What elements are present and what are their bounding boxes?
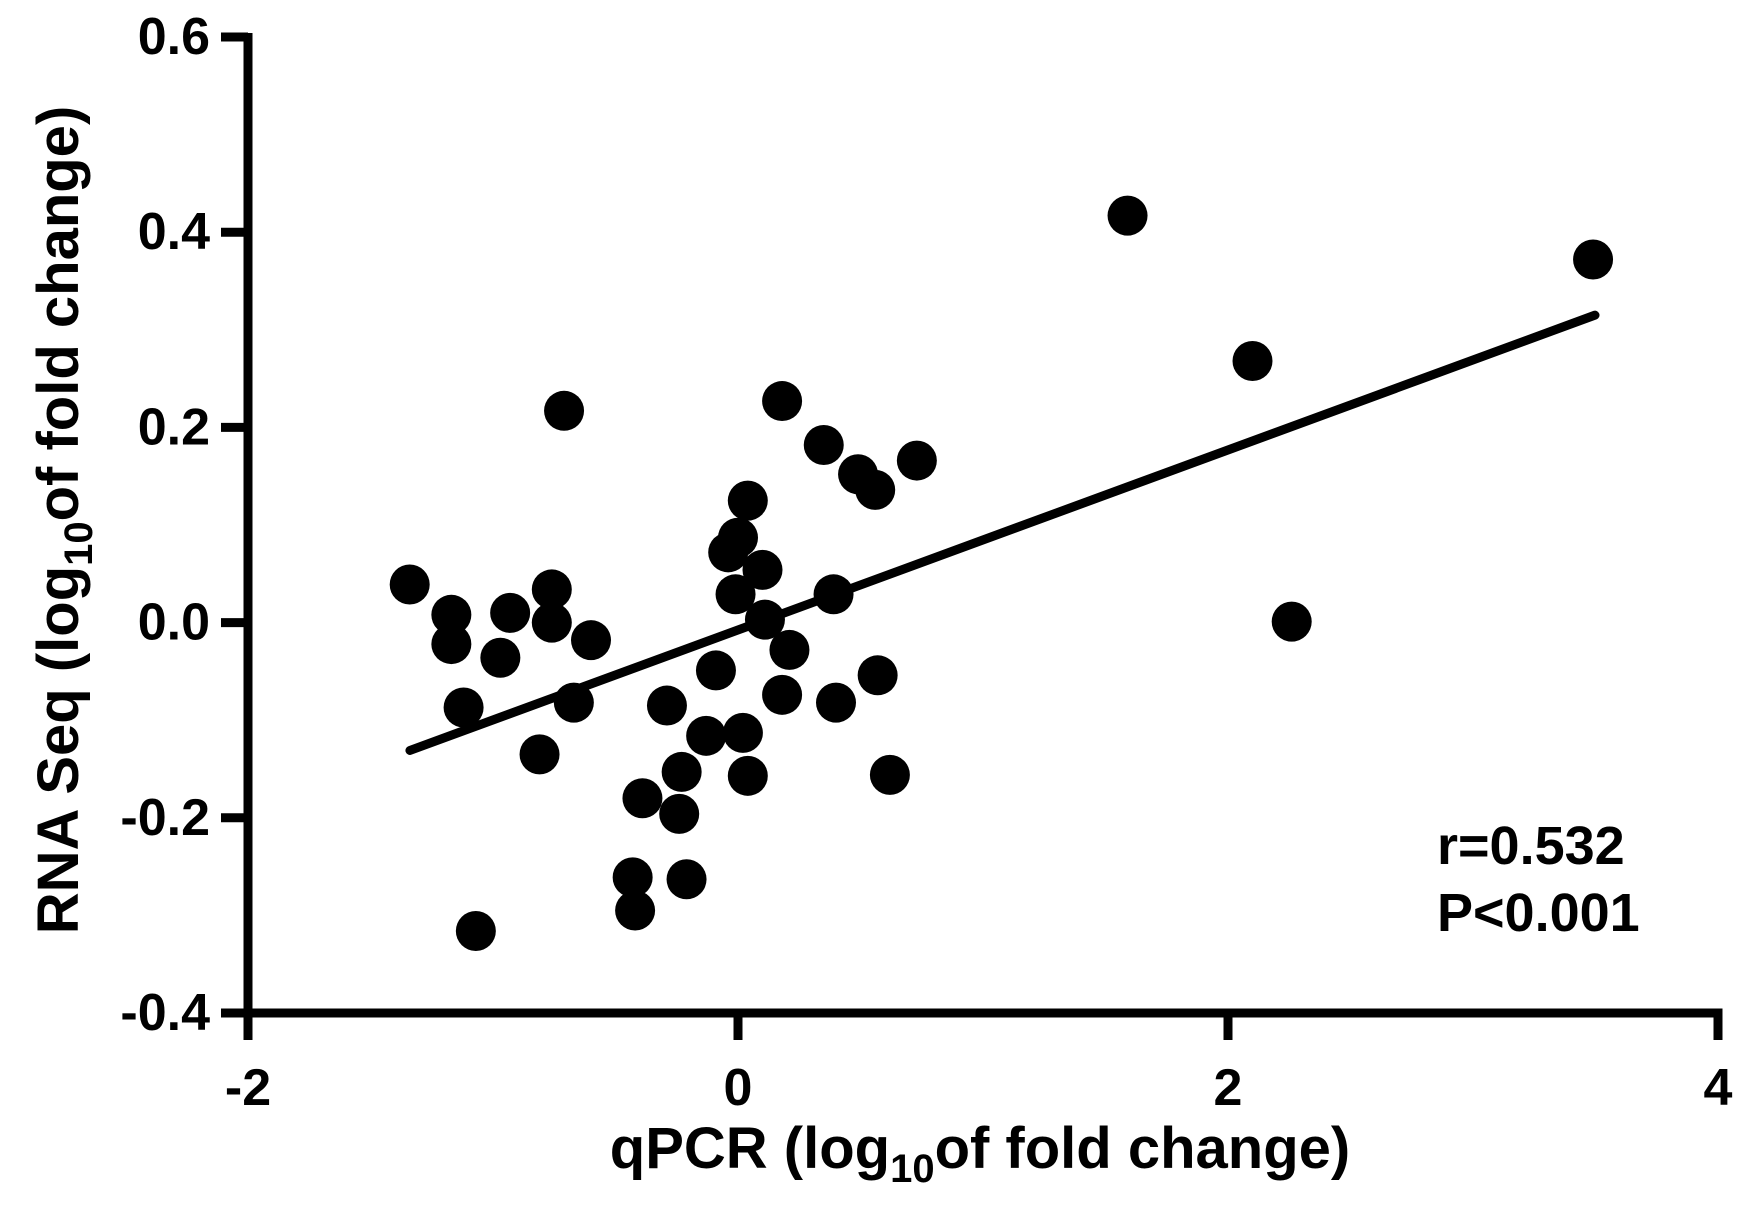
data-point [531, 569, 572, 610]
data-point [869, 754, 910, 795]
data-point [686, 715, 727, 756]
data-point [519, 734, 560, 775]
data-point [1232, 341, 1273, 382]
data-point [857, 655, 898, 696]
data-point [1573, 239, 1614, 280]
data-point [715, 574, 756, 615]
data-point [615, 890, 656, 931]
data-point [816, 682, 856, 723]
y-tick-label: 0.4 [138, 203, 210, 261]
data-point [896, 440, 937, 481]
trend-line [405, 310, 1600, 755]
y-axis-title: RNA Seq (log10of fold change) [26, 106, 101, 935]
data-point [762, 381, 803, 422]
data-point [742, 549, 783, 590]
data-point [727, 755, 768, 796]
data-point [718, 517, 758, 558]
data-point [490, 592, 531, 633]
x-axis-title-post: of fold change) [935, 1116, 1351, 1181]
data-point [553, 682, 594, 723]
data-point [531, 602, 572, 643]
x-axis-title-pre: qPCR (log [610, 1116, 890, 1181]
y-axis-title-pre: RNA Seq (log [26, 566, 91, 934]
data-point [646, 685, 687, 726]
x-tick-label: -2 [225, 1059, 271, 1117]
data-point [431, 594, 472, 635]
data-point [744, 599, 785, 640]
y-tick-label: -0.2 [120, 789, 210, 847]
data-point [622, 778, 663, 819]
data-point [612, 857, 653, 898]
y-tick-label: 0.0 [138, 594, 210, 652]
data-point [722, 712, 763, 753]
data-point [659, 793, 700, 834]
y-tick-label: 0.6 [138, 8, 210, 66]
data-point [855, 469, 896, 510]
y-tick-label: -0.4 [120, 984, 210, 1042]
x-axis-title: qPCR (log10of fold change) [610, 1116, 1350, 1191]
data-point [666, 859, 707, 900]
data-point [727, 480, 768, 521]
y-axis-title-sub: 10 [57, 521, 101, 566]
points-layer [389, 195, 1614, 952]
data-point [1271, 601, 1312, 642]
annotation-r-value: r=0.532 [1437, 816, 1625, 876]
data-point [431, 624, 472, 665]
data-point [443, 687, 484, 728]
data-point [571, 620, 611, 661]
data-point [480, 637, 521, 678]
annotation-p-value: P<0.001 [1437, 883, 1640, 943]
data-point [1107, 195, 1148, 236]
data-point [544, 390, 585, 431]
data-point [803, 424, 844, 465]
data-point [661, 751, 702, 792]
data-point [769, 629, 810, 670]
data-point [762, 674, 803, 715]
axes-layer: 0.6 0.4 0.2 0.0 -0.2 -0.4 -2 0 2 4 [120, 8, 1732, 1117]
data-point [389, 564, 430, 605]
x-tick-label: 4 [1704, 1059, 1733, 1117]
y-axis-title-post: of fold change) [26, 106, 91, 522]
data-point [813, 574, 854, 615]
trendline-layer [405, 310, 1600, 755]
y-tick-label: 0.2 [138, 398, 210, 456]
x-axis-title-sub: 10 [890, 1147, 935, 1191]
x-tick-label: 2 [1214, 1059, 1243, 1117]
data-point [455, 911, 496, 952]
data-point [695, 650, 736, 691]
x-tick-label: 0 [724, 1059, 753, 1117]
